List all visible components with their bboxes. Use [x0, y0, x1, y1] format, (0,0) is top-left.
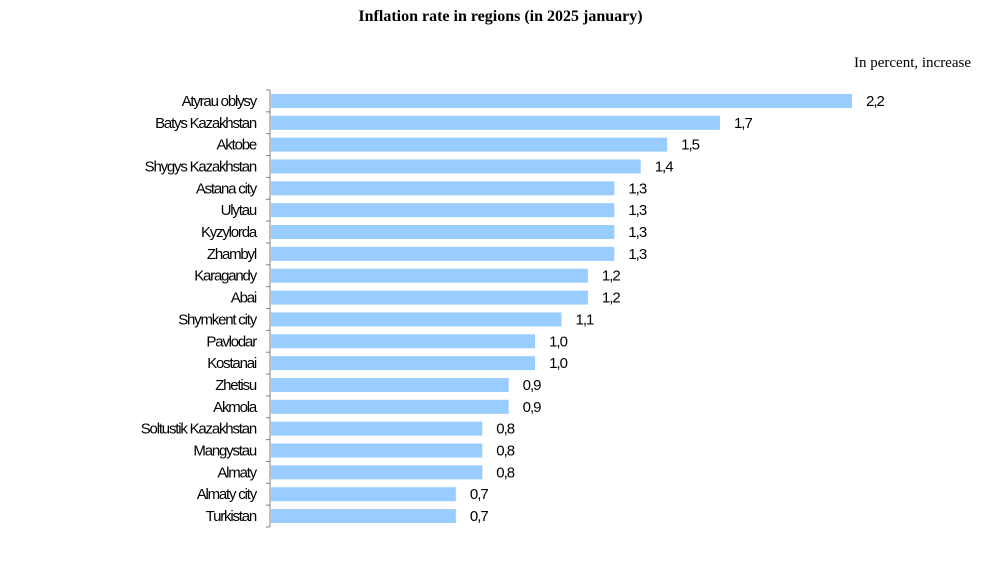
value-label: 1,3: [628, 246, 647, 263]
category-label: Shymkent city: [178, 311, 257, 328]
bar: [271, 487, 456, 502]
bar: [271, 268, 588, 283]
category-label: Batys Kazakhstan: [155, 115, 257, 132]
unit-label: In percent, increase: [853, 55, 971, 71]
category-label: Soltustik Kazakhstan: [141, 421, 257, 438]
value-label: 0,8: [496, 443, 515, 460]
value-label: 1,4: [655, 158, 674, 175]
bar: [271, 203, 615, 218]
bar: [271, 399, 509, 414]
category-label: Almaty city: [197, 486, 258, 503]
category-label: Kostanai: [207, 355, 257, 372]
bar: [271, 137, 668, 152]
category-label: Abai: [231, 290, 257, 307]
value-label: 0,8: [496, 464, 515, 481]
value-label: 1,3: [628, 180, 647, 197]
value-label: 1,2: [602, 268, 621, 285]
value-label: 0,9: [523, 377, 542, 394]
bar: [271, 421, 483, 436]
category-label: Zhambyl: [207, 246, 257, 263]
value-label: 0,9: [523, 399, 542, 416]
category-label: Almaty: [217, 464, 257, 481]
category-label: Astana city: [196, 180, 258, 197]
bar: [271, 334, 536, 349]
category-label: Atyrau oblysy: [182, 93, 258, 110]
value-label: 1,3: [628, 224, 647, 241]
category-label: Pavlodar: [206, 333, 257, 350]
category-label: Kyzylorda: [201, 224, 258, 241]
bar: [271, 246, 615, 261]
category-label: Karagandy: [194, 268, 257, 285]
category-label: Turkistan: [206, 508, 257, 525]
value-label: 1,3: [628, 202, 647, 219]
value-label: 0,7: [470, 508, 489, 525]
value-label: 1,0: [549, 355, 568, 372]
value-label: 0,8: [496, 421, 515, 438]
bar: [271, 290, 588, 305]
bar: [271, 509, 456, 524]
bar: [271, 377, 509, 392]
bar: [271, 225, 615, 240]
bar: [271, 159, 641, 174]
category-label: Ulytau: [221, 202, 257, 219]
bar: [271, 93, 852, 108]
value-label: 1,0: [549, 333, 568, 350]
category-label: Zhetisu: [215, 377, 257, 394]
bar: [271, 443, 483, 458]
value-label: 2,2: [866, 93, 885, 110]
category-label: Mangystau: [193, 443, 256, 460]
bar: [271, 181, 615, 196]
bar: [271, 356, 536, 371]
value-label: 1,5: [681, 137, 700, 154]
value-label: 1,7: [734, 115, 753, 132]
value-label: 1,2: [602, 290, 621, 307]
category-label: Aktobe: [217, 137, 257, 154]
bar: [271, 465, 483, 480]
value-label: 1,1: [576, 311, 595, 328]
chart-title: Inflation rate in regions (in 2025 janua…: [358, 8, 643, 25]
value-label: 0,7: [470, 486, 489, 503]
bar: [271, 115, 720, 130]
bar: [271, 312, 562, 327]
category-label: Shygys Kazakhstan: [145, 158, 257, 175]
category-label: Akmola: [213, 399, 258, 416]
